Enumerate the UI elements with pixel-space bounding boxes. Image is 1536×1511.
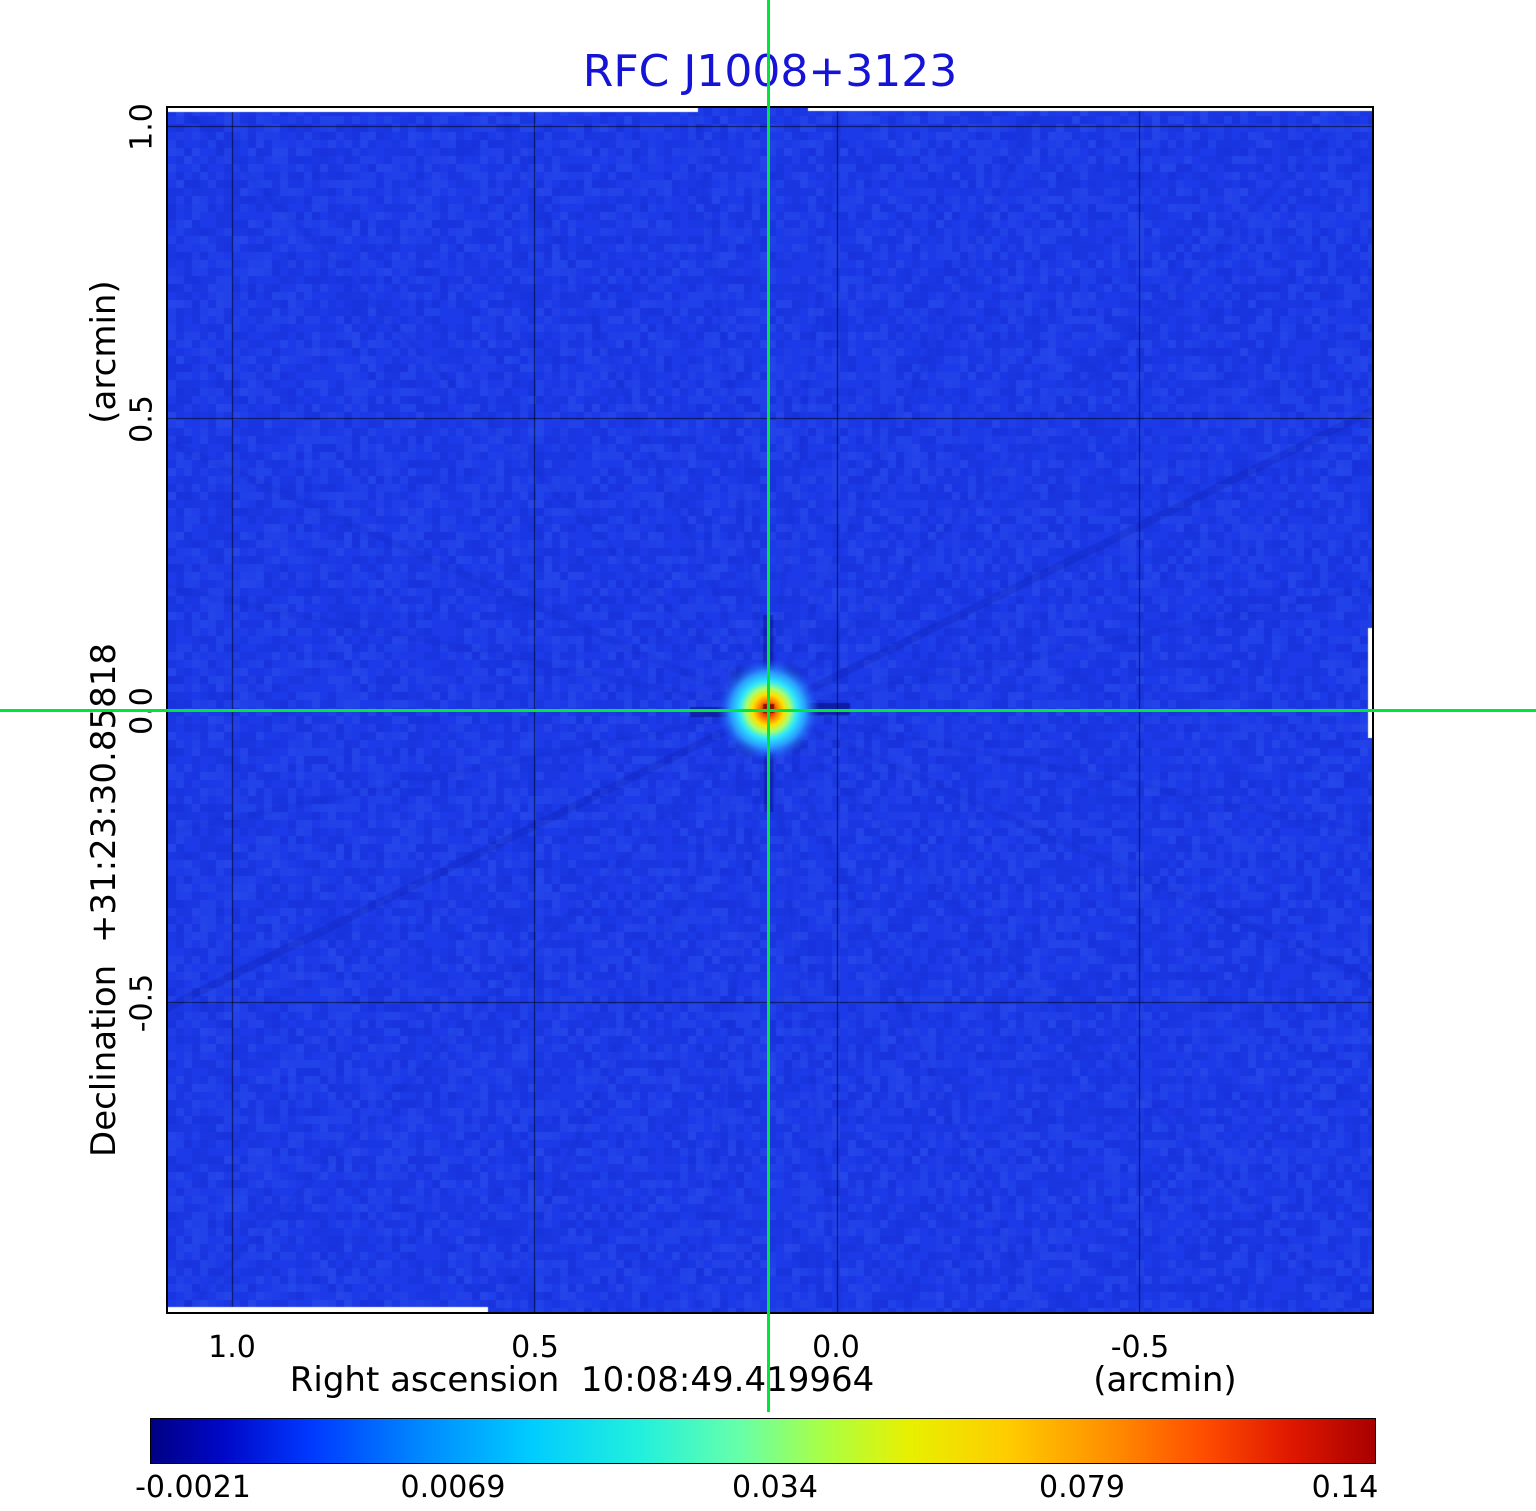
x-tick-label: 0.5: [511, 1330, 559, 1365]
colorbar-tick-label: 0.0069: [400, 1470, 506, 1505]
colorbar-tick-label: 0.14: [1311, 1470, 1379, 1505]
x-axis-label: Right ascension 10:08:49.419964: [289, 1360, 875, 1400]
colorbar-tick-label: -0.0021: [135, 1470, 251, 1505]
colorbar: [150, 1418, 1376, 1464]
crosshair-vertical-line: [767, 0, 770, 1412]
y-tick-label: 0.5: [124, 395, 160, 443]
x-tick-label: -0.5: [1110, 1330, 1170, 1365]
y-axis-unit-label: (arcmin): [84, 280, 124, 424]
x-tick-label: 1.0: [208, 1330, 256, 1365]
crosshair-horizontal-line: [0, 709, 1536, 712]
x-tick-label: 0.0: [812, 1330, 860, 1365]
y-axis-label: Declination +31:23:30.85818: [84, 643, 124, 1157]
y-tick-label: -0.5: [124, 973, 160, 1033]
colorbar-tick-label: 0.034: [732, 1470, 818, 1505]
page-title: RFC J1008+3123: [582, 46, 958, 97]
y-tick-label: 1.0: [124, 103, 160, 151]
x-axis-unit-label: (arcmin): [1093, 1360, 1237, 1400]
colorbar-tick-label: 0.079: [1039, 1470, 1125, 1505]
